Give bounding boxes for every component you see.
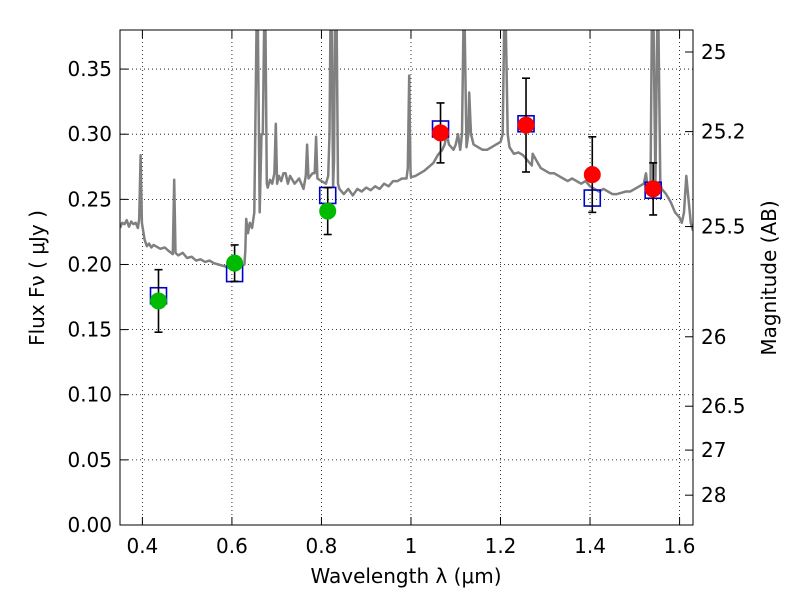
y-axis-title: Flux Fν ( μJy ) xyxy=(25,210,49,346)
y-right-tick-label: 27 xyxy=(701,438,726,462)
y-tick-label: 0.05 xyxy=(67,448,112,472)
y-tick-label: 0.00 xyxy=(67,513,112,537)
x-axis-title: Wavelength λ (μm) xyxy=(310,564,501,588)
y-right-tick-label: 25.2 xyxy=(701,120,746,144)
x-tick-label: 1.4 xyxy=(574,534,606,558)
observed-nir-point xyxy=(517,116,535,134)
observed-optical-point xyxy=(149,292,167,310)
observed-optical-point xyxy=(319,202,337,220)
y-tick-label: 0.25 xyxy=(67,187,112,211)
plot-frame xyxy=(119,29,694,526)
y-right-tick-label: 28 xyxy=(701,483,726,507)
x-tick-label: 0.4 xyxy=(126,534,158,558)
y-tick-label: 0.20 xyxy=(67,252,112,276)
x-tick-label: 0.8 xyxy=(306,534,338,558)
x-tick-label: 0.6 xyxy=(216,534,248,558)
y-right-tick-label: 25 xyxy=(701,40,726,64)
observed-nir-point xyxy=(644,180,662,198)
model-spectrum-layer xyxy=(120,30,693,270)
photometry-layer xyxy=(149,77,662,334)
observed-nir-point xyxy=(583,166,601,184)
y-right-tick-label: 25.5 xyxy=(701,215,746,239)
grid xyxy=(120,30,693,526)
y-tick-label: 0.30 xyxy=(67,122,112,146)
y-right-tick-label: 26.5 xyxy=(701,394,746,418)
y-tick-label: 0.10 xyxy=(67,383,112,407)
y-tick-label: 0.15 xyxy=(67,318,112,342)
model-spectrum-line xyxy=(120,30,693,270)
x-tick-label: 1.2 xyxy=(485,534,517,558)
y-tick-label: 0.35 xyxy=(67,57,112,81)
observed-optical-point xyxy=(226,254,244,272)
y-right-axis-title: Magnitude (AB) xyxy=(757,200,781,355)
x-tick-label: 1.6 xyxy=(664,534,696,558)
y-right-tick-label: 26 xyxy=(701,325,726,349)
axis-ticks: 0.4 0.6 0.8 1 1.2 1.4 1.6 0.00 0.05 0.10 0.15 0.20 0… xyxy=(67,30,746,558)
observed-nir-point xyxy=(432,124,450,142)
x-tick-label: 1 xyxy=(405,534,418,558)
